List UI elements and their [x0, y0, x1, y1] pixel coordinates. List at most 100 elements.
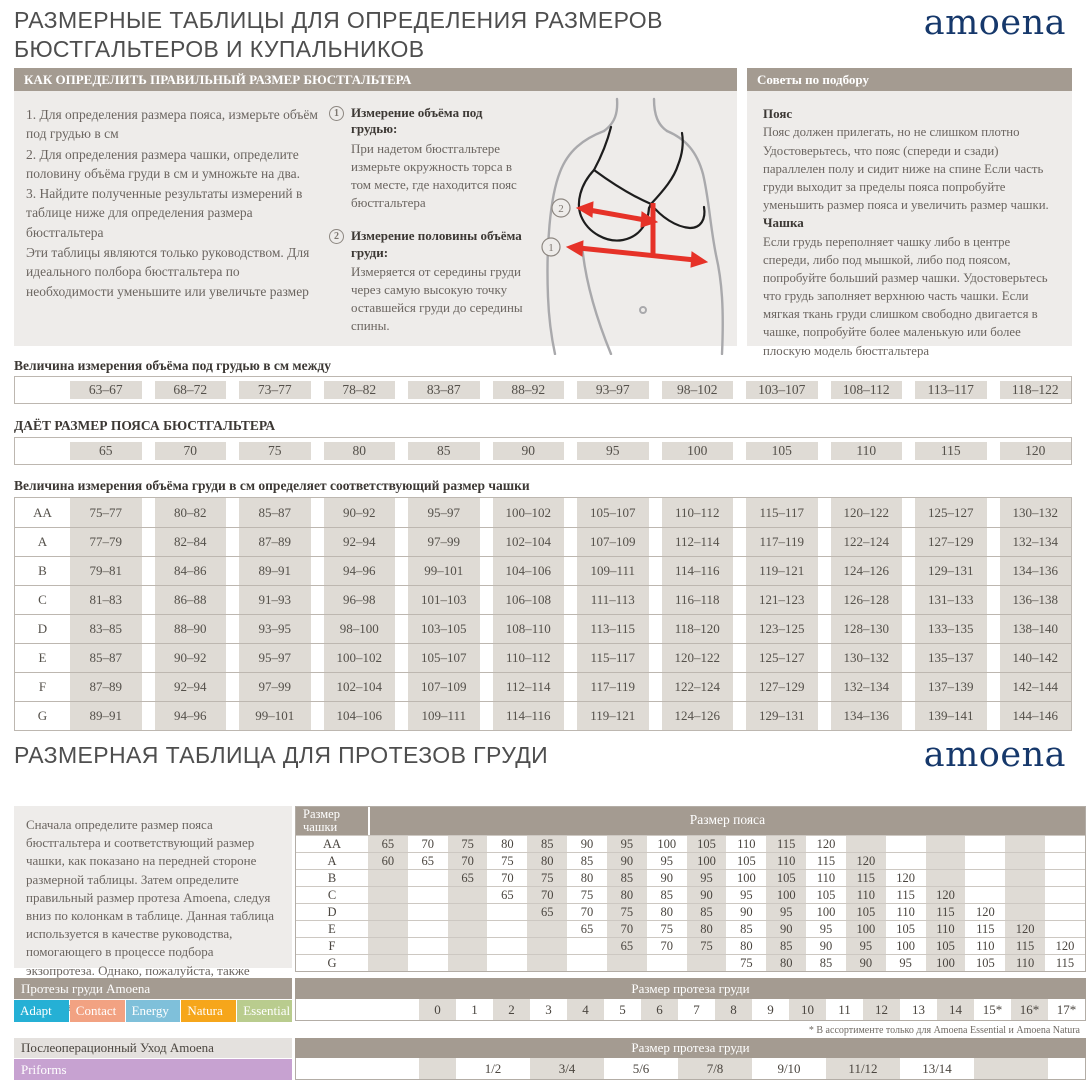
cup-range-cell: 134–136	[999, 557, 1071, 585]
band-size-cell	[408, 955, 448, 971]
cup-letter: D	[37, 621, 48, 636]
column-gap	[648, 528, 662, 556]
cup-letter: E	[328, 921, 336, 936]
underbust-range-cell: 78–82	[323, 381, 395, 399]
empty-cell	[974, 1058, 1048, 1079]
row-lead-cell	[296, 999, 419, 1020]
column-gap	[310, 498, 324, 527]
prosthesis-size-cell: 17*	[1056, 1001, 1077, 1017]
column-gap	[648, 557, 662, 585]
column-gap	[986, 615, 1000, 643]
cup-range-cell: 135–137	[915, 644, 987, 672]
cup-range-cell: 95–97	[408, 498, 480, 527]
band-size-cell: 105	[816, 887, 836, 902]
cup-letter: F	[328, 938, 336, 953]
row-lead-cell	[15, 377, 70, 403]
band-size-cell: 95	[740, 887, 753, 902]
product-energy-button: Energy	[125, 1000, 181, 1022]
prosthesis-band-row: D 65 70 75 80 85 90 95 100 105 110 115 120	[296, 903, 1085, 920]
cup-range-cell: 134–136	[830, 702, 902, 730]
band-size-cell: 100	[816, 904, 836, 919]
cup-range-cell: 94–96	[323, 557, 395, 585]
band-size-cell: 110	[896, 904, 915, 919]
page-title-line2: БЮСТГАЛЬТЕРОВ И КУПАЛЬНИКОВ	[14, 36, 425, 62]
cup-range-cell: 140–142	[999, 644, 1071, 672]
product-adapt-button: Adapt	[14, 1000, 69, 1022]
amoena-logo-2: amoena	[923, 735, 1066, 775]
band-size-cell: 70	[447, 853, 488, 869]
measurement-2: 2 Измерение половины объёма груди: Измер…	[329, 228, 525, 335]
cup-range-cell: 142–144	[999, 673, 1071, 701]
band-size-cell: 95	[819, 921, 833, 936]
column-gap	[902, 557, 915, 585]
product-essential-button: Essential	[237, 1000, 292, 1022]
marker-1: 1	[548, 242, 554, 254]
cup-range-cell: 112–114	[661, 528, 733, 556]
prosthesis-band-table-header: Размер чашки Размер пояса	[296, 807, 1085, 835]
cup-range-cell: 101–103	[408, 586, 480, 614]
column-gap	[479, 644, 493, 672]
column-gap	[817, 377, 831, 403]
column-gap	[310, 702, 324, 730]
cup-range-cell: 116–118	[661, 586, 733, 614]
column-gap	[479, 528, 493, 556]
column-gap	[733, 644, 746, 672]
cup-range-cell: 119–121	[577, 702, 649, 730]
band-size-cell: 95	[606, 836, 647, 852]
column-gap	[817, 498, 831, 527]
cup-table-label: Величина измерения объёма груди в см опр…	[14, 478, 530, 493]
column-gap	[395, 586, 408, 614]
band-size-cell: 120	[896, 870, 916, 885]
cup-range-cell: 82–84	[154, 528, 226, 556]
band-size-cell: 85	[686, 904, 727, 920]
cup-letter: A	[37, 534, 48, 549]
column-gap	[226, 702, 239, 730]
cup-range-cell: 81–83	[70, 586, 142, 614]
band-size-cell	[447, 955, 488, 971]
column-gap	[902, 377, 915, 403]
band-size-cell: 100	[686, 853, 727, 869]
column-gap	[395, 377, 408, 403]
band-size-cell: 90	[819, 938, 833, 953]
band-size-cell: 105	[686, 836, 727, 852]
band-size-cell	[408, 870, 448, 886]
column-gap	[986, 438, 1000, 464]
cup-range-cell: 99–101	[239, 702, 311, 730]
prosthesis-band-row: AA 65 70 75 80 85 90 95 100 105 110 115 120	[296, 835, 1085, 852]
band-size-cell: 110	[816, 870, 836, 885]
column-gap	[902, 438, 915, 464]
postop-size-cell: 11/12	[826, 1058, 900, 1079]
column-gap	[817, 528, 831, 556]
band-size-cell: 80	[323, 442, 395, 460]
prosthesis-size-cell: 1	[471, 1001, 478, 1017]
column-gap	[902, 673, 915, 701]
column-gap	[564, 615, 577, 643]
band-size-cell	[408, 904, 448, 920]
tips-cup-text: Если грудь переполняет чашку либо в цент…	[763, 234, 1048, 358]
band-size-cell: 115	[816, 853, 836, 868]
measurement-2-title: 2 Измерение половины объёма груди:	[329, 228, 525, 261]
prosthesis-size-cell: 13	[912, 1001, 925, 1017]
cup-letter: C	[38, 592, 47, 607]
column-gap	[986, 528, 1000, 556]
column-gap	[479, 673, 493, 701]
measurement-2-text: Измеряется от середины груди через самую…	[351, 263, 523, 334]
band-size-cell: 120	[925, 887, 966, 903]
column-gap	[733, 377, 746, 403]
band-size-cell	[567, 938, 607, 954]
cup-range-cell: 100–102	[492, 498, 564, 527]
band-size-cell: 95	[845, 938, 886, 954]
empty-cell	[1048, 1058, 1085, 1079]
products-block: Протезы груди Amoena Adapt Contact Energy N…	[14, 978, 292, 1022]
band-size-cell: 65	[527, 904, 568, 920]
column-gap	[141, 528, 155, 556]
postop-block: Послеоперационный Уход Amoena Priforms	[14, 1038, 292, 1080]
column-gap	[141, 702, 155, 730]
band-size-cell	[487, 921, 527, 937]
band-size-cell	[447, 938, 488, 954]
band-size-header: Размер пояса	[370, 807, 1085, 835]
prosthesis-size-cell: 6	[641, 999, 678, 1020]
cup-range-cell: 125–127	[915, 498, 987, 527]
cup-letter: B	[38, 563, 47, 578]
cup-range-cell: 90–92	[323, 498, 395, 527]
